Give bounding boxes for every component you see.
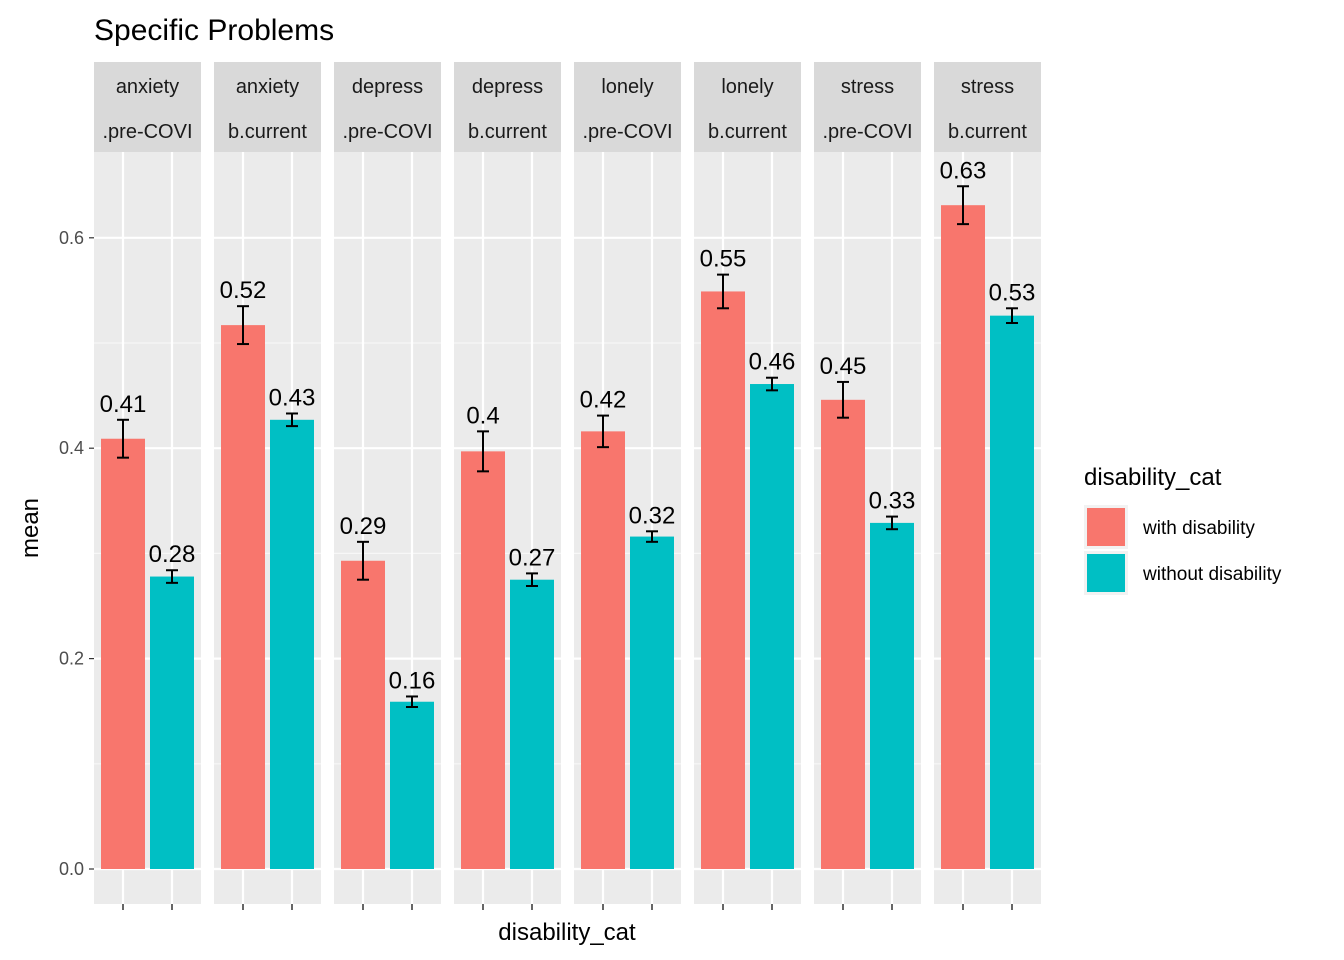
- bar-without-disability: [270, 419, 314, 869]
- chart-title: Specific Problems: [94, 14, 334, 47]
- facet-panel: depress .pre-COVI 0.29 0.16: [334, 62, 441, 910]
- bar-with-disability: [341, 560, 385, 869]
- legend-swatch-without-disability: [1087, 554, 1125, 592]
- facet-strip: [454, 62, 561, 152]
- data-label: 0.55: [700, 246, 747, 273]
- bar-without-disability: [390, 701, 434, 869]
- facet-strip-label-top: anxiety: [116, 76, 179, 98]
- data-label: 0.29: [340, 513, 387, 540]
- error-bar: [766, 376, 778, 392]
- data-label: 0.32: [629, 502, 676, 529]
- facet-strip-label-bottom: b.current: [468, 121, 547, 143]
- facet-panel: lonely b.current 0.55 0.46: [694, 62, 801, 910]
- legend: disability_cat with disability without d…: [1084, 464, 1282, 595]
- error-bar: [717, 273, 729, 310]
- facet-strip-label-top: stress: [841, 76, 894, 98]
- data-label: 0.28: [149, 541, 196, 568]
- facet-strip-label-bottom: .pre-COVI: [582, 121, 672, 143]
- facet-panels: anxiety .pre-COVI 0.41 0.28 anxiety b.current…: [94, 62, 1041, 910]
- bar-with-disability: [581, 431, 625, 869]
- error-bar: [117, 418, 129, 459]
- y-tick-label: 0.0: [59, 859, 84, 879]
- bar-without-disability: [630, 536, 674, 869]
- facet-strip-label-top: stress: [961, 76, 1014, 98]
- facet-strip-label-top: anxiety: [236, 76, 299, 98]
- facet-panel: stress .pre-COVI 0.45 0.33: [814, 62, 921, 910]
- x-axis-title: disability_cat: [498, 919, 636, 946]
- data-label: 0.33: [869, 488, 916, 515]
- error-bar: [286, 412, 298, 428]
- facet-strip-label-bottom: b.current: [948, 121, 1027, 143]
- legend-swatch-with-disability: [1087, 508, 1125, 546]
- y-tick-label: 0.4: [59, 438, 84, 458]
- data-label: 0.41: [100, 391, 147, 418]
- facet-panel: depress b.current 0.4 0.27: [454, 62, 561, 910]
- facet-strip: [814, 62, 921, 152]
- data-label: 0.53: [989, 279, 1036, 306]
- bar-with-disability: [821, 399, 865, 869]
- facet-strip-label-top: depress: [352, 76, 423, 98]
- legend-label-without-disability: without disability: [1142, 564, 1282, 585]
- facet-strip-label-bottom: .pre-COVI: [822, 121, 912, 143]
- error-bar: [837, 380, 849, 419]
- error-bar: [166, 569, 178, 584]
- facet-panel: anxiety .pre-COVI 0.41 0.28: [94, 62, 201, 910]
- facet-strip-label-bottom: .pre-COVI: [102, 121, 192, 143]
- error-bar: [597, 414, 609, 449]
- bar-without-disability: [750, 384, 794, 869]
- bar-without-disability: [510, 579, 554, 869]
- facet-panel: lonely .pre-COVI 0.42 0.32: [574, 62, 681, 910]
- error-bar: [646, 530, 658, 543]
- y-axis-title: mean: [17, 498, 44, 558]
- error-bar: [477, 430, 489, 473]
- error-bar: [526, 572, 538, 588]
- data-label: 0.52: [220, 277, 267, 304]
- facet-strip: [334, 62, 441, 152]
- y-tick-label: 0.6: [59, 228, 84, 248]
- facet-strip-label-top: depress: [472, 76, 543, 98]
- y-axis: 0.0 0.2 0.4 0.6: [59, 228, 94, 879]
- error-bar: [1006, 307, 1018, 325]
- data-label: 0.43: [269, 384, 316, 411]
- data-label: 0.46: [749, 349, 796, 376]
- bar-with-disability: [701, 291, 745, 869]
- facet-strip: [574, 62, 681, 152]
- legend-label-with-disability: with disability: [1142, 518, 1255, 539]
- error-bar: [406, 695, 418, 708]
- data-label: 0.4: [466, 402, 499, 429]
- error-bar: [237, 305, 249, 346]
- data-label: 0.63: [940, 157, 987, 184]
- bar-with-disability: [221, 325, 265, 870]
- facet-panel: stress b.current 0.63 0.53: [934, 62, 1041, 910]
- facet-strip-label-bottom: b.current: [708, 121, 787, 143]
- y-tick-label: 0.2: [59, 649, 84, 669]
- facet-strip-label-top: lonely: [721, 76, 773, 98]
- error-bar: [357, 540, 369, 581]
- facet-strip: [934, 62, 1041, 152]
- data-label: 0.42: [580, 387, 627, 414]
- facet-strip: [94, 62, 201, 152]
- bar-with-disability: [461, 451, 505, 869]
- error-bar: [957, 185, 969, 226]
- bar-without-disability: [990, 315, 1034, 869]
- bar-without-disability: [870, 522, 914, 869]
- bar-with-disability: [101, 438, 145, 869]
- data-label: 0.45: [820, 353, 867, 380]
- bar-without-disability: [150, 576, 194, 869]
- facet-strip-label-bottom: .pre-COVI: [342, 121, 432, 143]
- facet-strip: [214, 62, 321, 152]
- facet-strip: [694, 62, 801, 152]
- facet-panel: anxiety b.current 0.52 0.43: [214, 62, 321, 910]
- facet-strip-label-bottom: b.current: [228, 121, 307, 143]
- data-label: 0.16: [389, 667, 436, 694]
- facet-strip-label-top: lonely: [601, 76, 653, 98]
- error-bar: [886, 515, 898, 531]
- bar-with-disability: [941, 205, 985, 870]
- legend-title: disability_cat: [1084, 464, 1222, 491]
- data-label: 0.27: [509, 544, 556, 571]
